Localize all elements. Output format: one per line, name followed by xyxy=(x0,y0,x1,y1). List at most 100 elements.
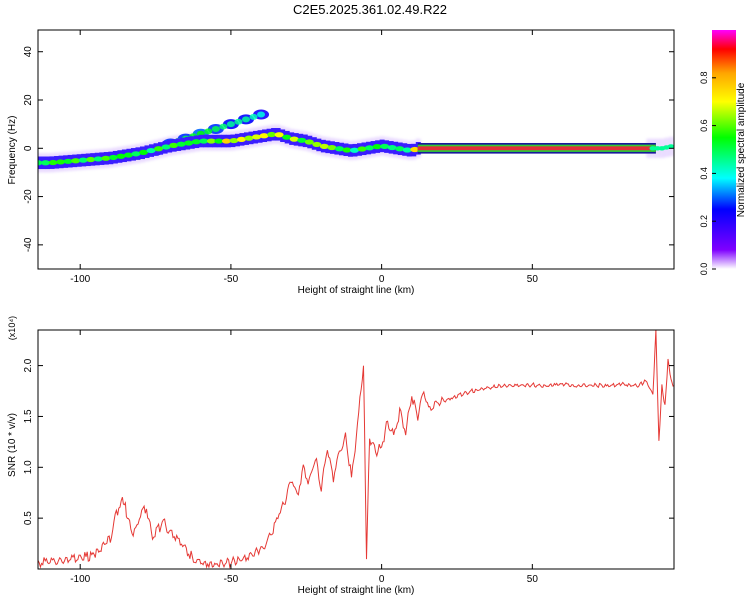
colorbar-gradient xyxy=(712,30,736,269)
snr-xlabel: Height of straight line (km) xyxy=(298,585,415,596)
upper-branch-cell xyxy=(234,118,243,125)
ridge-core-cell xyxy=(71,158,81,164)
ridge-core-cell xyxy=(154,146,164,152)
ridge-core-cell xyxy=(372,144,382,150)
x-tick-label: 0 xyxy=(379,274,385,285)
y-tick-label: 2.0 xyxy=(23,358,34,372)
ridge-core-cell xyxy=(304,139,314,145)
ridge-core-cell xyxy=(146,147,156,154)
y-tick-label: -20 xyxy=(23,189,34,204)
spectrogram-frame xyxy=(37,29,675,270)
upper-branch-cell xyxy=(226,121,235,128)
snr-multiplier: (x10⁴) xyxy=(7,316,17,340)
ridge-core-cell xyxy=(365,145,375,151)
ridge-core-cell xyxy=(48,159,58,166)
steady-band-core xyxy=(417,146,656,151)
snr-background xyxy=(38,330,674,569)
snr-series-line xyxy=(38,330,674,569)
ridge-core-cell xyxy=(169,142,179,148)
x-tick-label: -100 xyxy=(70,274,90,285)
x-tick-label: -50 xyxy=(224,274,239,285)
ridge-core-cell xyxy=(93,156,103,162)
upper-branch-cell xyxy=(219,123,228,130)
ridge-core-cell xyxy=(184,140,194,146)
ridge-core-cell xyxy=(214,138,224,144)
ridge-core-cell xyxy=(176,141,186,147)
ridge-core-cell xyxy=(236,136,246,142)
ridge-core-cell xyxy=(78,157,88,163)
ridge-core-cell xyxy=(380,143,390,149)
y-tick-label: 0 xyxy=(23,145,34,151)
ridge-core-cell xyxy=(252,134,262,140)
ridge-core-cell xyxy=(349,147,359,153)
upper-branch-cell xyxy=(211,125,220,132)
ridge-core-cell xyxy=(206,138,216,144)
ridge-core-cell xyxy=(402,147,412,153)
ridge-core-cell xyxy=(123,152,133,158)
ridge-core-cell xyxy=(101,155,111,161)
ridge-core-cell xyxy=(312,141,322,148)
colorbar-tick-label: 0.0 xyxy=(699,263,709,276)
upper-branch-cell xyxy=(241,116,250,123)
ridge-core-cell xyxy=(259,133,269,139)
ridge-core-cell xyxy=(138,149,148,155)
spectrogram-panel: -100 -50 0 50 -40 -20 0 20 40 Height of straight… xyxy=(7,29,675,296)
snr-frame xyxy=(37,329,675,570)
y-tick-label: 1.0 xyxy=(23,460,34,474)
x-tick-label: -100 xyxy=(70,574,90,585)
ridge-core-cell xyxy=(108,154,118,161)
x-tick-label: 50 xyxy=(527,574,539,585)
ridge-core-cell xyxy=(342,147,352,153)
ridge-core-cell xyxy=(387,144,397,151)
ridge-core-cell xyxy=(357,146,367,152)
colorbar-tick-label: 0.4 xyxy=(699,167,709,180)
ridge-core-cell xyxy=(289,136,299,142)
upper-branch-cell xyxy=(249,113,258,120)
upper-branch-cell xyxy=(204,128,213,135)
spectrogram-axes: -100 -50 0 50 -40 -20 0 20 40 xyxy=(23,30,674,285)
ridge-core-cell xyxy=(191,139,201,145)
ridge-core-cell xyxy=(63,158,73,164)
y-tick-label: 1.5 xyxy=(23,409,34,423)
colorbar-label: Normalized spectral amplitude xyxy=(736,82,747,217)
ridge-core-cell xyxy=(395,146,405,152)
y-tick-label: 0.5 xyxy=(23,511,34,525)
spectrogram-marks xyxy=(38,109,674,173)
x-tick-label: -50 xyxy=(224,574,239,585)
ridge-core-cell xyxy=(297,137,307,143)
colorbar: 0.0 0.2 0.4 0.6 0.8 Normalized spectral ampl… xyxy=(699,30,747,275)
ridge-core-cell xyxy=(327,144,337,151)
ridge-core-cell xyxy=(410,146,420,153)
colorbar-tick-label: 0.8 xyxy=(699,72,709,85)
colorbar-axis: 0.0 0.2 0.4 0.6 0.8 xyxy=(699,72,716,276)
spectrogram-ylabel: Frequency (Hz) xyxy=(7,116,18,185)
colorbar-tick-label: 0.2 xyxy=(699,215,709,228)
ridge-core-cell xyxy=(319,143,329,149)
snr-ylabel: SNR (10 * v/v) xyxy=(7,413,18,477)
ridge-core-cell xyxy=(116,153,126,159)
ridge-core-cell xyxy=(282,134,292,140)
ridge-core-cell xyxy=(199,138,209,144)
ridge-core-cell xyxy=(131,151,141,157)
colorbar-tick-label: 0.6 xyxy=(699,119,709,132)
x-tick-label: 50 xyxy=(527,274,539,285)
ridge-tail-cell xyxy=(667,144,674,149)
y-tick-label: 20 xyxy=(23,94,34,106)
upper-branch-cell xyxy=(257,111,266,118)
ridge-core-cell xyxy=(274,132,284,138)
ridge-core-cell xyxy=(221,138,231,144)
snr-axes: -100 -50 0 50 0.5 1.0 1.5 2.0 xyxy=(23,330,674,585)
ridge-core-cell xyxy=(38,160,43,166)
ridge-core-cell xyxy=(56,159,66,165)
y-tick-label: 40 xyxy=(23,46,34,58)
ridge-core-cell xyxy=(244,135,254,141)
ridge-core-cell xyxy=(229,137,239,144)
y-tick-label: -40 xyxy=(23,237,34,252)
x-tick-label: 0 xyxy=(379,574,385,585)
ridge-core-cell xyxy=(267,131,277,138)
ridge-core-cell xyxy=(41,160,51,166)
figure-title: C2E5.2025.361.02.49.R22 xyxy=(293,2,447,17)
ridge-core-cell xyxy=(86,156,96,163)
snr-panel: -100 -50 0 50 0.5 1.0 1.5 2.0 Height of straigh… xyxy=(7,316,675,596)
